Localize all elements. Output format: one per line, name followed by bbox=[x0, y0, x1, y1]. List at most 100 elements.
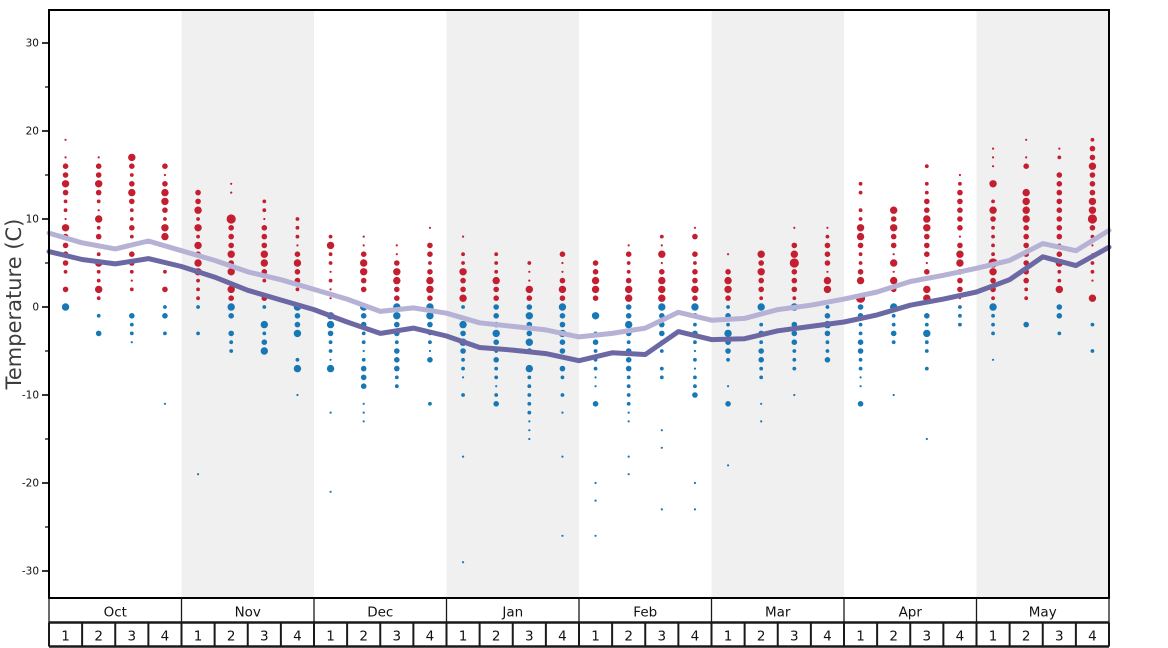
min-temp-dot bbox=[329, 411, 332, 414]
min-temp-dot bbox=[262, 305, 267, 309]
min-temp-dot bbox=[858, 357, 863, 362]
max-temp-dot bbox=[296, 244, 299, 247]
min-temp-dot bbox=[925, 437, 928, 441]
min-temp-dot bbox=[892, 393, 895, 397]
min-temp-dot bbox=[427, 357, 433, 363]
max-temp-dot bbox=[526, 295, 533, 302]
min-temp-dot bbox=[924, 313, 930, 319]
week-label: 4 bbox=[823, 629, 832, 645]
max-temp-dot bbox=[1057, 269, 1062, 274]
min-temp-dot bbox=[526, 304, 533, 310]
max-temp-dot bbox=[163, 269, 167, 274]
max-temp-dot bbox=[163, 173, 167, 177]
max-temp-dot bbox=[990, 277, 996, 284]
max-temp-dot bbox=[591, 285, 600, 294]
max-temp-dot bbox=[660, 261, 663, 265]
max-temp-dot bbox=[294, 269, 301, 275]
min-temp-dot bbox=[228, 330, 234, 337]
max-temp-dot bbox=[1056, 216, 1063, 222]
min-temp-dot bbox=[725, 401, 731, 407]
max-temp-dot bbox=[625, 251, 632, 257]
min-temp-dot bbox=[561, 411, 564, 414]
max-temp-dot bbox=[393, 268, 401, 276]
max-temp-dot bbox=[64, 156, 67, 159]
max-temp-dot bbox=[1088, 197, 1097, 206]
week-label: 1 bbox=[856, 629, 865, 645]
max-temp-dot bbox=[63, 208, 68, 213]
min-temp-dot bbox=[726, 464, 730, 467]
min-temp-dot bbox=[461, 561, 465, 564]
min-temp-dot bbox=[991, 322, 995, 327]
max-temp-dot bbox=[61, 180, 70, 188]
min-temp-dot bbox=[858, 331, 863, 336]
max-temp-dot bbox=[924, 198, 930, 205]
max-temp-dot bbox=[360, 286, 367, 293]
max-temp-dot bbox=[329, 288, 332, 291]
max-temp-dot bbox=[1056, 207, 1063, 213]
max-temp-dot bbox=[129, 287, 134, 292]
min-temp-dot bbox=[293, 329, 302, 338]
min-temp-dot bbox=[394, 375, 399, 380]
min-temp-dot bbox=[591, 312, 600, 320]
max-temp-dot bbox=[791, 277, 798, 284]
max-temp-dot bbox=[196, 296, 200, 301]
max-temp-dot bbox=[924, 207, 930, 213]
min-temp-dot bbox=[360, 313, 367, 319]
max-temp-dot bbox=[793, 226, 796, 229]
max-temp-dot bbox=[558, 285, 567, 294]
max-temp-dot bbox=[230, 182, 233, 185]
max-temp-dot bbox=[824, 242, 831, 249]
month-label-feb: Feb bbox=[633, 605, 657, 621]
min-temp-dot bbox=[428, 349, 432, 353]
week-label: 4 bbox=[956, 629, 965, 645]
min-temp-dot bbox=[492, 329, 500, 338]
max-temp-dot bbox=[195, 189, 201, 196]
min-temp-dot bbox=[394, 348, 400, 354]
max-temp-dot bbox=[227, 285, 235, 294]
min-temp-dot bbox=[791, 339, 798, 346]
max-temp-dot bbox=[924, 181, 929, 186]
min-temp-dot bbox=[528, 437, 531, 441]
max-temp-dot bbox=[62, 260, 69, 266]
max-temp-dot bbox=[295, 234, 300, 239]
min-temp-dot bbox=[527, 410, 532, 415]
max-temp-dot bbox=[329, 270, 332, 273]
max-temp-dot bbox=[360, 251, 367, 257]
min-temp-dot bbox=[129, 313, 135, 319]
max-temp-dot bbox=[459, 268, 467, 276]
max-temp-dot bbox=[129, 198, 135, 205]
max-temp-dot bbox=[194, 241, 202, 250]
max-temp-dot bbox=[194, 259, 202, 267]
week-label: 2 bbox=[359, 629, 368, 645]
max-temp-dot bbox=[559, 295, 566, 302]
week-label: 4 bbox=[426, 629, 435, 645]
min-temp-dot bbox=[163, 305, 167, 309]
max-temp-dot bbox=[792, 296, 797, 301]
min-temp-dot bbox=[825, 305, 830, 309]
min-temp-dot bbox=[991, 358, 995, 361]
max-temp-dot bbox=[528, 279, 531, 282]
max-temp-dot bbox=[957, 216, 963, 222]
max-temp-dot bbox=[94, 180, 103, 188]
min-temp-dot bbox=[327, 330, 334, 337]
max-temp-dot bbox=[1023, 242, 1029, 249]
min-temp-dot bbox=[693, 322, 697, 327]
max-temp-dot bbox=[923, 224, 931, 232]
max-temp-dot bbox=[890, 233, 897, 240]
max-temp-dot bbox=[196, 287, 200, 292]
min-temp-dot bbox=[1056, 313, 1063, 319]
max-temp-dot bbox=[1023, 277, 1029, 284]
max-temp-dot bbox=[889, 276, 898, 285]
week-label: 1 bbox=[194, 629, 203, 645]
week-label: 3 bbox=[658, 629, 667, 645]
min-temp-dot bbox=[326, 320, 335, 329]
max-temp-dot bbox=[261, 233, 268, 240]
min-temp-dot bbox=[859, 385, 862, 388]
min-temp-dot bbox=[759, 366, 764, 371]
min-temp-dot bbox=[362, 402, 365, 405]
max-temp-dot bbox=[724, 285, 732, 294]
min-temp-dot bbox=[196, 473, 200, 476]
max-temp-dot bbox=[128, 188, 136, 197]
y-tick-label: 20 bbox=[26, 126, 39, 138]
week-label: 3 bbox=[128, 629, 137, 645]
